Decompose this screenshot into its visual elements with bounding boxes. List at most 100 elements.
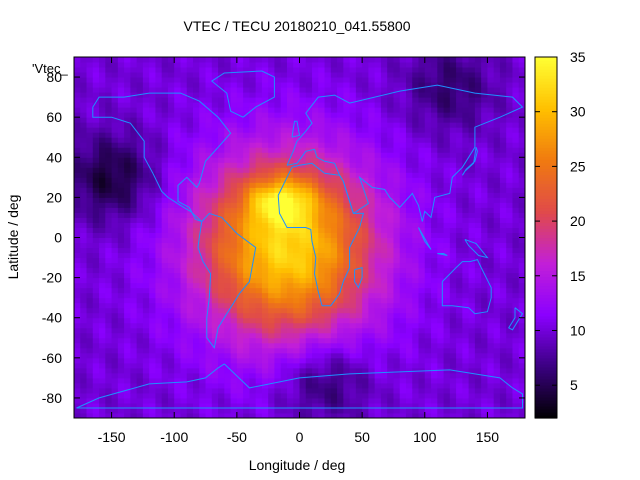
heatmap-cell (99, 387, 106, 394)
heatmap-cell (493, 72, 501, 78)
heatmap-cell (99, 57, 106, 63)
heatmap-cell (211, 277, 219, 284)
heatmap-cells (74, 57, 526, 419)
heatmap-cell (493, 117, 501, 123)
heatmap-cell (236, 377, 244, 384)
heatmap-cell (167, 312, 175, 319)
heatmap-cell (180, 212, 188, 218)
heatmap-cell (124, 342, 131, 349)
heatmap-cell (499, 347, 507, 354)
heatmap-cell (380, 367, 388, 374)
heatmap-cell (487, 62, 495, 68)
heatmap-cell (493, 312, 501, 319)
heatmap-cell (299, 147, 307, 153)
heatmap-cell (374, 262, 382, 269)
heatmap-cell (456, 302, 463, 309)
heatmap-cell (468, 157, 476, 163)
heatmap-cell (462, 252, 470, 259)
heatmap-cell (80, 277, 88, 284)
heatmap-cell (337, 227, 344, 233)
heatmap-cell (211, 412, 219, 419)
heatmap-cell (362, 147, 369, 153)
heatmap-cell (111, 197, 119, 203)
heatmap-cell (443, 407, 451, 414)
heatmap-cell (261, 232, 269, 238)
heatmap-cell (462, 127, 470, 133)
heatmap-cell (312, 362, 319, 369)
heatmap-cell (117, 267, 125, 274)
heatmap-cell (255, 372, 263, 379)
heatmap-cell (431, 57, 438, 63)
heatmap-cell (99, 407, 106, 414)
heatmap-cell (193, 287, 200, 294)
heatmap-cell (337, 272, 344, 279)
heatmap-cell (286, 57, 294, 63)
heatmap-cell (255, 112, 263, 118)
heatmap-cell (499, 252, 507, 259)
heatmap-cell (92, 342, 100, 349)
heatmap-cell (218, 192, 225, 198)
heatmap-cell (330, 222, 338, 228)
heatmap-cell (243, 202, 250, 208)
heatmap-cell (474, 377, 482, 384)
heatmap-cell (149, 157, 156, 163)
heatmap-cell (255, 352, 263, 359)
heatmap-cell (380, 342, 388, 349)
heatmap-cell (199, 137, 207, 143)
heatmap-cell (337, 307, 344, 314)
heatmap-cell (124, 377, 131, 384)
heatmap-cell (349, 262, 357, 269)
heatmap-cell (111, 342, 119, 349)
heatmap-cell (92, 387, 100, 394)
heatmap-cell (399, 167, 407, 173)
heatmap-cell (355, 122, 363, 128)
heatmap-cell (493, 237, 501, 244)
heatmap-cell (468, 377, 476, 384)
heatmap-cell (117, 327, 125, 334)
heatmap-cell (349, 307, 357, 314)
heatmap-cell (343, 122, 351, 128)
heatmap-cell (274, 67, 282, 73)
heatmap-cell (86, 162, 94, 168)
heatmap-cell (261, 182, 269, 188)
heatmap-cell (218, 337, 225, 344)
heatmap-cell (299, 377, 307, 384)
heatmap-cell (142, 287, 150, 294)
heatmap-cell (487, 152, 495, 158)
heatmap-cell (499, 117, 507, 123)
heatmap-cell (211, 322, 219, 329)
heatmap-cell (249, 392, 257, 399)
heatmap-cell (393, 162, 401, 168)
heatmap-cell (274, 172, 282, 178)
heatmap-cell (99, 377, 106, 384)
heatmap-cell (362, 172, 369, 178)
heatmap-cell (86, 92, 94, 98)
heatmap-cell (74, 272, 81, 279)
heatmap-cell (380, 187, 388, 193)
heatmap-cell (280, 277, 288, 284)
heatmap-cell (399, 362, 407, 369)
heatmap-cell (155, 122, 163, 128)
heatmap-cell (387, 207, 394, 213)
heatmap-cell (312, 112, 319, 118)
heatmap-cell (318, 352, 326, 359)
heatmap-cell (268, 67, 275, 73)
heatmap-cell (374, 287, 382, 294)
heatmap-cell (174, 112, 181, 118)
heatmap-cell (99, 152, 106, 158)
heatmap-cell (312, 322, 319, 329)
heatmap-cell (193, 127, 200, 133)
heatmap-cell (337, 407, 344, 414)
heatmap-cell (174, 297, 181, 304)
heatmap-cell (205, 87, 213, 93)
heatmap-cell (186, 342, 194, 349)
heatmap-cell (380, 232, 388, 238)
heatmap-cell (136, 157, 144, 163)
heatmap-cell (174, 317, 181, 324)
heatmap-cell (167, 57, 175, 63)
heatmap-cell (318, 217, 326, 223)
heatmap-cell (405, 67, 413, 73)
heatmap-cell (224, 382, 232, 389)
heatmap-cell (437, 107, 445, 113)
heatmap-cell (493, 402, 501, 409)
